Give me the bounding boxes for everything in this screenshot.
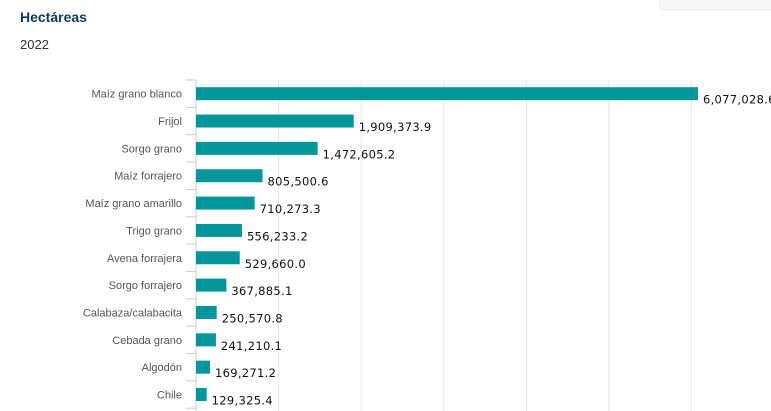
data-label: 129,325.4 (212, 394, 273, 408)
chart-subtitle: 2022 (20, 37, 49, 52)
data-label: 805,500.6 (268, 175, 329, 189)
bar (196, 141, 318, 155)
bar (196, 196, 255, 210)
bar (196, 305, 217, 319)
category-label: Frijol (158, 116, 182, 128)
category-label: Cebada grano (112, 335, 182, 347)
category-label: Maíz grano amarillo (85, 198, 182, 210)
toolbar-box (659, 0, 771, 10)
category-label: Maíz grano blanco (92, 89, 183, 101)
data-label: 6,077,028.6 (703, 93, 771, 107)
bar (196, 278, 227, 292)
data-label: 1,909,373.9 (359, 120, 432, 134)
bar (196, 251, 240, 265)
bar (196, 169, 263, 183)
bar (196, 388, 207, 402)
data-label: 250,570.8 (222, 311, 283, 325)
data-label: 710,273.3 (260, 202, 321, 216)
bar (196, 87, 698, 101)
category-label: Sorgo forrajero (109, 280, 182, 292)
category-label: Sorgo grano (121, 143, 182, 155)
bar (196, 360, 210, 374)
bar (196, 223, 242, 237)
data-label: 367,885.1 (231, 284, 292, 298)
category-label: Algodón (142, 362, 182, 374)
data-label: 169,271.2 (215, 366, 276, 380)
bar (196, 333, 216, 347)
category-label: Chile (157, 390, 182, 402)
chart-title: Hectáreas (20, 9, 87, 25)
data-label: 241,210.1 (221, 339, 282, 353)
data-label: 1,472,605.2 (323, 147, 396, 161)
category-label: Avena forrajera (107, 253, 183, 265)
data-label: 556,233.2 (247, 229, 308, 243)
bar (196, 114, 354, 128)
category-label: Trigo grano (126, 225, 182, 237)
category-label: Calabaza/calabacita (83, 307, 183, 319)
data-label: 529,660.0 (245, 257, 306, 271)
category-label: Maíz forrajero (114, 171, 182, 183)
